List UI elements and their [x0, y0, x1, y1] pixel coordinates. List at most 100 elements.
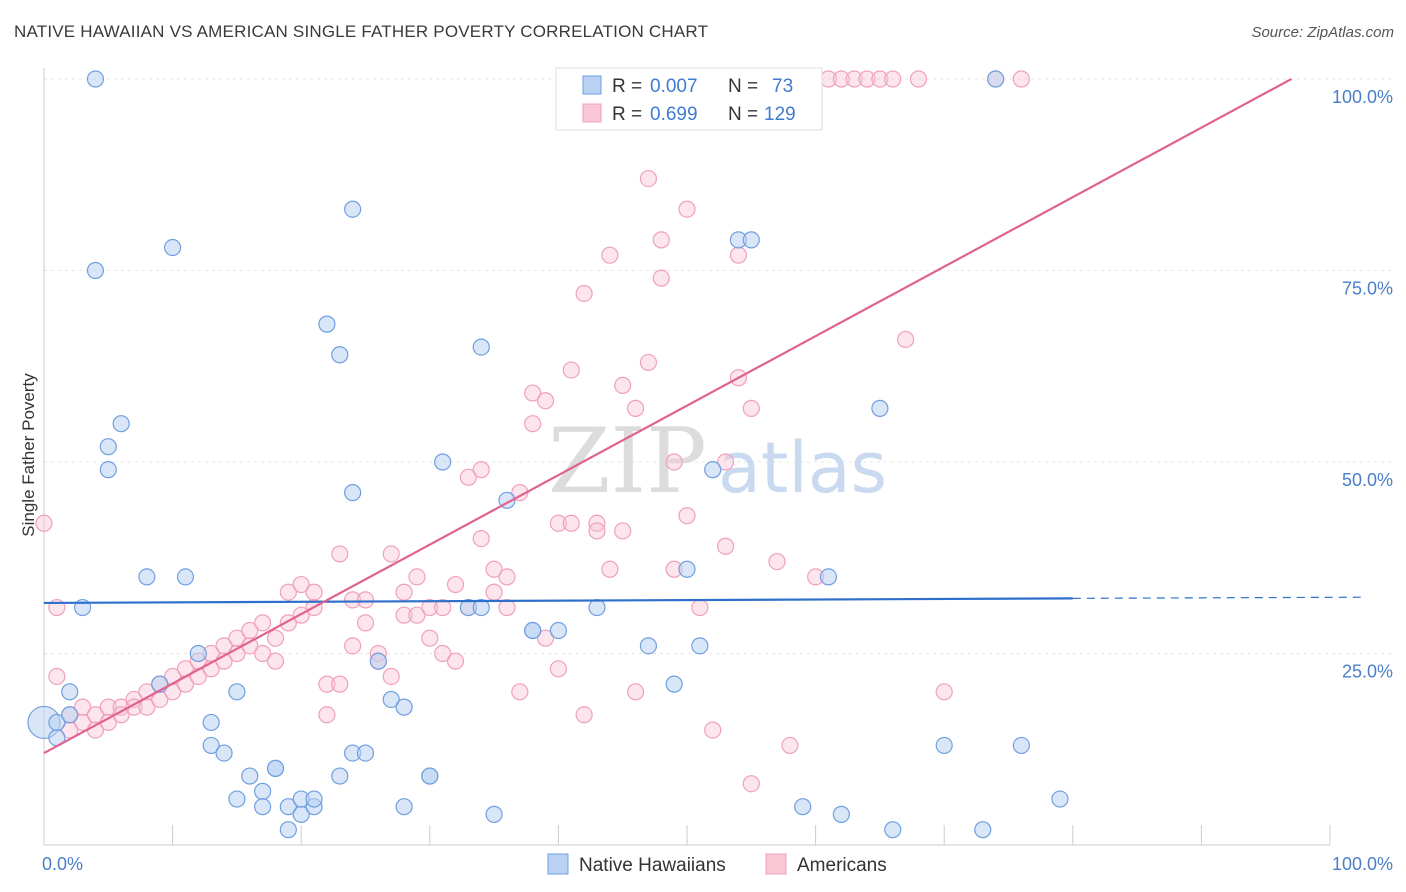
american-point-67 [472, 461, 490, 479]
native-point-19 [228, 683, 246, 701]
native-point-32 [318, 315, 336, 333]
native-point-71 [935, 736, 953, 755]
native-point-25 [266, 759, 285, 778]
legend-box: R = 0.007 N = 73 R = 0.699 N = 129 [555, 67, 823, 131]
american-point-35 [266, 629, 285, 647]
bottom-legend: Native Hawaiians Americans [547, 853, 887, 876]
american-point-86 [588, 522, 606, 540]
american-point-36 [266, 652, 285, 670]
american-point-61 [434, 598, 452, 617]
native-point-15 [189, 644, 207, 663]
american-point-87 [601, 560, 619, 578]
american-point-53 [382, 545, 400, 563]
native-point-27 [279, 798, 297, 816]
american-point-68 [472, 529, 490, 548]
american-point-95 [652, 231, 670, 249]
american-point-90 [614, 522, 632, 540]
american-point-120 [884, 70, 902, 88]
native-point-13 [164, 238, 182, 257]
american-point-78 [536, 629, 555, 647]
legend-r-value-native: 0.007 [650, 76, 698, 97]
american-point-82 [562, 361, 580, 379]
native-point-34 [331, 767, 349, 785]
y-tick-label-50: 50.0% [1342, 470, 1393, 490]
native-point-74 [1012, 736, 1030, 755]
american-point-117 [845, 70, 863, 88]
native-point-4 [61, 683, 79, 701]
native-point-61 [678, 560, 696, 578]
american-point-46 [331, 545, 349, 563]
native-point-35 [344, 484, 362, 502]
american-point-101 [691, 598, 709, 617]
native-point-2 [48, 713, 66, 732]
native-point-26 [279, 821, 297, 839]
native-point-22 [254, 782, 272, 800]
american-point-74 [511, 683, 529, 701]
american-point-94 [639, 169, 658, 188]
native-point-45 [434, 453, 452, 471]
american-point-41 [305, 583, 323, 601]
american-point-103 [716, 453, 735, 471]
american-point-83 [575, 284, 593, 303]
y-tick-label-25: 25.0% [1342, 662, 1393, 682]
american-point-64 [446, 575, 465, 594]
american-point-30 [228, 629, 246, 647]
native-point-23 [254, 798, 272, 816]
american-point-10 [99, 698, 117, 716]
american-point-104 [716, 537, 735, 555]
american-point-77 [536, 392, 555, 410]
american-point-43 [318, 706, 336, 724]
american-point-66 [459, 468, 477, 486]
native-point-72 [974, 821, 992, 839]
american-point-76 [524, 384, 542, 402]
native-point-47 [472, 338, 490, 356]
native-points [27, 70, 1069, 839]
native-point-10 [112, 415, 130, 433]
legend-r-value-american: 0.699 [650, 104, 698, 125]
american-point-125 [1012, 70, 1030, 88]
american-point-116 [832, 70, 850, 88]
american-point-5 [73, 713, 92, 732]
american-point-32 [241, 621, 259, 640]
american-point-91 [626, 683, 645, 701]
x-tick-label-max: 100.0% [1332, 854, 1393, 874]
american-point-62 [434, 644, 452, 663]
y-axis-label: Single Father Poverty [19, 373, 38, 537]
native-point-31 [305, 790, 323, 808]
american-trend-line [43, 78, 1292, 755]
native-point-60 [665, 675, 683, 693]
american-point-72 [498, 598, 516, 617]
watermark-zip: ZIP [548, 409, 707, 514]
legend-swatch-american [582, 103, 602, 123]
american-point-34 [254, 644, 272, 663]
watermark: ZIP atlas [548, 409, 887, 514]
american-point-107 [742, 399, 760, 417]
native-point-53 [549, 621, 568, 640]
american-point-48 [344, 591, 362, 609]
native-point-52 [524, 621, 542, 640]
native-trend-line [43, 597, 1073, 605]
native-point-33 [331, 346, 349, 364]
american-point-2 [48, 667, 66, 686]
native-point-3 [61, 706, 79, 724]
american-point-89 [614, 376, 632, 394]
y-tick-label-100: 100.0% [1332, 87, 1393, 107]
american-point-40 [292, 575, 310, 594]
native-point-58 [639, 637, 658, 655]
bottom-legend-american: Americans [797, 855, 887, 876]
x-tick-labels: 0.0% 100.0% [42, 854, 1393, 874]
native-point-55 [588, 598, 606, 617]
american-point-99 [678, 200, 696, 218]
american-point-16 [138, 698, 156, 716]
american-point-93 [639, 353, 658, 372]
american-point-110 [768, 552, 786, 571]
native-point-68 [832, 805, 850, 823]
legend-n-label-american: N = [728, 104, 758, 125]
american-point-70 [485, 583, 503, 601]
native-point-44 [421, 767, 439, 785]
native-trend-line-extension [1072, 596, 1363, 599]
american-point-102 [704, 721, 722, 739]
native-point-40 [382, 690, 400, 709]
american-point-47 [344, 637, 362, 655]
